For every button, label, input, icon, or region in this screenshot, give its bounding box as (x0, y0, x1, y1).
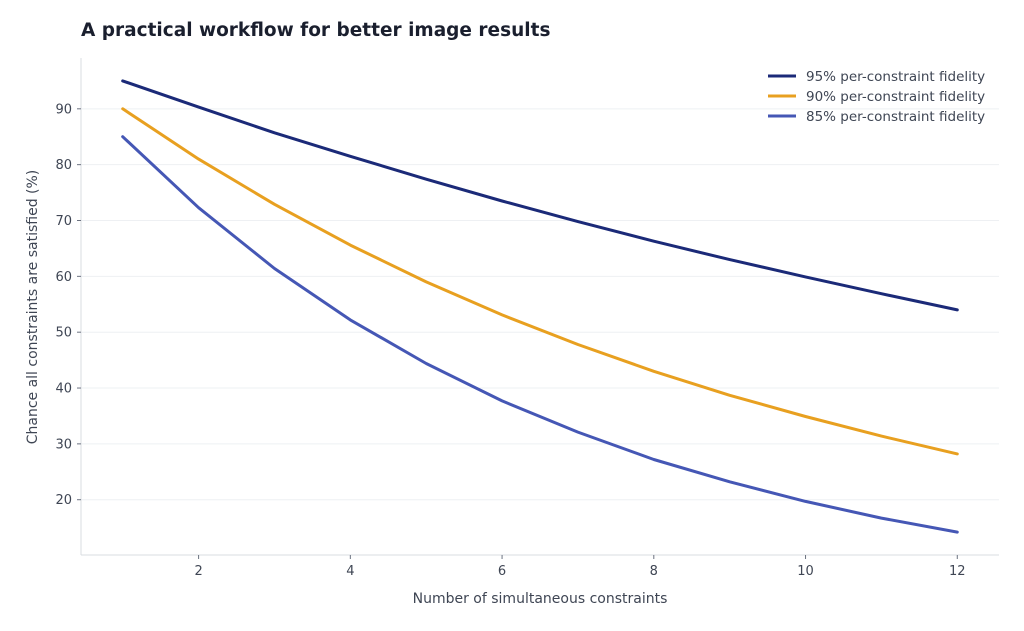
y-tick-label-40: 40 (55, 382, 72, 397)
y-tick-label-70: 70 (55, 214, 72, 229)
y-tick-label-20: 20 (55, 493, 72, 508)
x-axis-label: Number of simultaneous constraints (413, 591, 668, 607)
series-line-1 (121, 79, 959, 312)
x-tick-label-4: 4 (346, 564, 354, 579)
series-line-2 (121, 107, 959, 456)
legend-label-2: 90% per-constraint fidelity (806, 89, 985, 105)
x-tick-label-8: 8 (650, 564, 658, 579)
y-tick-label-60: 60 (55, 270, 72, 285)
y-tick-label-90: 90 (55, 102, 72, 117)
y-tick-label-50: 50 (55, 326, 72, 341)
y-tick-label-80: 80 (55, 158, 72, 173)
axis-ticks: 20 30 40 50 60 70 80 90 2 4 6 8 10 12 (55, 102, 965, 579)
x-tick-label-12: 12 (949, 564, 966, 579)
grid-lines (81, 108, 999, 501)
series-line-3 (121, 135, 959, 534)
legend: 95% per-constraint fidelity 90% per-const… (768, 69, 985, 125)
y-tick-label-30: 30 (55, 437, 72, 452)
legend-label-1: 95% per-constraint fidelity (806, 69, 985, 85)
y-axis-label: Chance all constraints are satisfied (%) (25, 170, 41, 445)
chart-title: A practical workflow for better image re… (81, 20, 551, 41)
x-tick-label-6: 6 (498, 564, 506, 579)
x-tick-label-10: 10 (797, 564, 814, 579)
x-tick-label-2: 2 (194, 564, 202, 579)
legend-label-3: 85% per-constraint fidelity (806, 109, 985, 125)
series-lines (121, 79, 959, 534)
